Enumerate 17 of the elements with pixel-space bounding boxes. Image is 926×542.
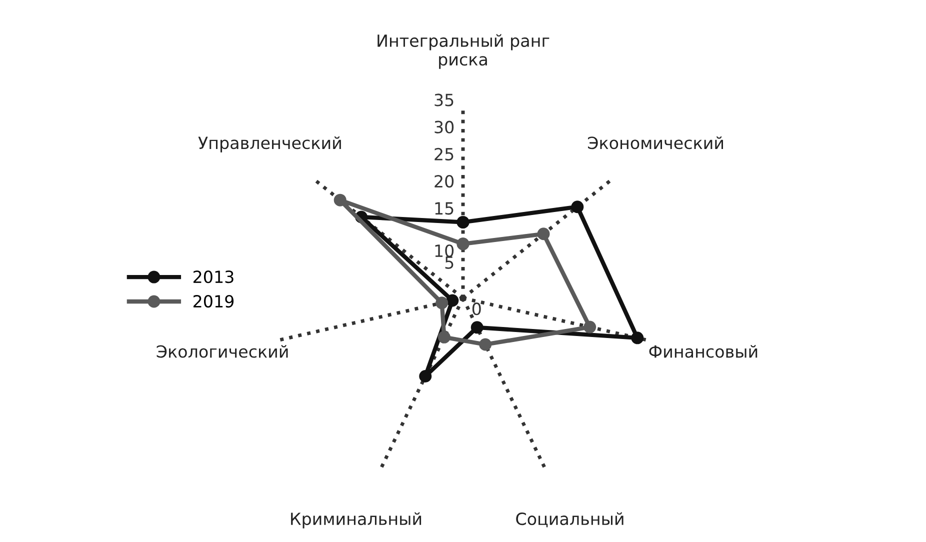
legend-label: 2019 (194, 294, 234, 308)
spoke-label: Экономический (588, 136, 723, 150)
y-tick-label: 0 (472, 302, 481, 316)
legend-label: 2013 (194, 270, 234, 284)
spoke-label: Интегральный ранг риска (378, 34, 550, 69)
y-tick-label: 30 (434, 120, 454, 134)
y-tick-label: 5 (445, 256, 454, 269)
spoke-label: Управленческий (198, 136, 341, 152)
y-tick-label: 10 (435, 244, 454, 258)
spoke-label: Криминальный (291, 512, 422, 528)
y-tick-label: 15 (435, 202, 454, 215)
spoke-label: Финансовый (649, 344, 758, 358)
y-tick-label: 35 (434, 94, 454, 106)
spoke-label: Социальный (516, 512, 624, 528)
spoke-label: Экологический (156, 344, 288, 358)
y-tick-label: 25 (434, 148, 454, 160)
y-tick-label: 20 (434, 174, 454, 188)
